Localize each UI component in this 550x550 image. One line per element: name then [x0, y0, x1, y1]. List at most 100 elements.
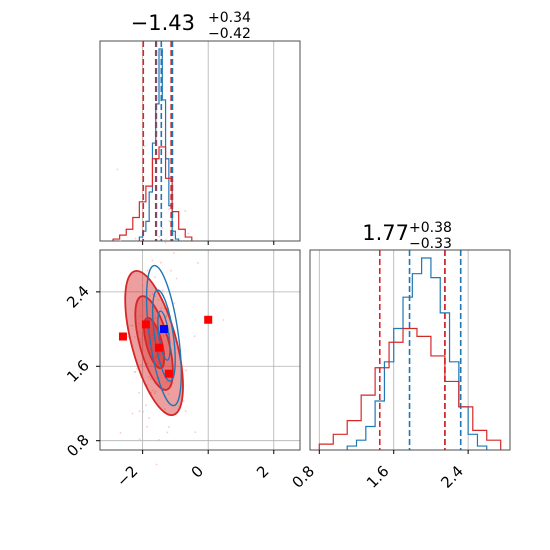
bl-scatter-dot	[146, 269, 149, 272]
bl-red-marker-1	[141, 320, 150, 329]
bl-scatter-dot	[154, 276, 156, 279]
bl-scatter-dot	[151, 293, 154, 296]
bl-scatter-dot	[153, 317, 156, 319]
bl-scatter-dot	[154, 295, 157, 297]
bl-blue-contour-inner	[157, 310, 171, 361]
bl-scatter-dot	[138, 438, 141, 441]
bl-scatter-dot	[194, 431, 197, 434]
bl-scatter-dot	[170, 269, 172, 272]
bl-scatter-dot	[162, 334, 165, 337]
bl-scatter-dot	[138, 391, 140, 394]
bl-scatter-dot	[168, 208, 170, 211]
bl-scatter-dot	[167, 392, 170, 395]
bl-red-marker-3	[164, 369, 173, 378]
bl-scatter-dot	[168, 220, 171, 223]
bl-scatter-dot	[175, 277, 178, 280]
bl-scatter-dot	[116, 168, 119, 171]
bottom-right-title-median: 1.77	[362, 221, 409, 245]
bl-scatter-dot	[158, 235, 161, 238]
bl-scatter-dot	[149, 295, 151, 297]
bl-scatter-dot	[166, 431, 169, 434]
bl-scatter-dot	[197, 261, 199, 264]
bl-scatter-dot	[165, 315, 168, 318]
bl-scatter-dot	[155, 463, 158, 466]
br-series-0-hist-step	[346, 257, 488, 450]
bl-scatter-dot	[143, 145, 146, 147]
bl-blue-marker-0	[159, 325, 168, 334]
top-left-title: −1.43 +0.34 −0.42	[131, 10, 251, 42]
bl-scatter-dot	[138, 322, 141, 325]
bl-scatter-dot	[165, 314, 168, 317]
top-left-title-plus: +0.34	[208, 10, 251, 26]
bl-scatter-dot	[164, 407, 167, 410]
bl-scatter-dot	[184, 410, 187, 413]
bl-scatter-dot	[151, 259, 154, 262]
bl-scatter-dot	[127, 335, 130, 338]
bottom-right-title-plus: +0.38	[409, 220, 452, 236]
bl-scatter-dot	[136, 368, 139, 370]
bl-scatter-dot	[161, 289, 164, 292]
bl-blue-contour-outer	[145, 264, 182, 407]
bl-scatter-dot	[193, 335, 196, 338]
bottom-right-title: 1.77 +0.38 −0.33	[362, 220, 452, 252]
tl-frame	[99, 40, 301, 242]
bl-scatter-dot	[132, 324, 135, 327]
bl-scatter-dot	[160, 261, 162, 264]
bl-scatter-dot	[139, 338, 142, 341]
bl-scatter-dot	[146, 425, 148, 428]
bl-xtick-label-0: −2	[113, 462, 141, 490]
bl-red-marker-2	[155, 343, 164, 352]
top-left-histogram-panel	[99, 40, 301, 245]
bl-scatter-dot	[134, 336, 136, 339]
br-xtick-label-2: 2.4	[437, 462, 467, 492]
br-xtick-label-0: 0.8	[289, 462, 319, 492]
bl-scatter-dot	[184, 210, 187, 212]
bl-xtick-label-1: 0	[188, 462, 207, 481]
bl-scatter-dot	[157, 298, 160, 301]
bl-scatter-dot	[164, 241, 167, 244]
bl-scatter-dot	[153, 392, 156, 395]
bl-scatter-dot	[145, 404, 147, 407]
bl-ytick-label-0: 0.8	[63, 431, 93, 461]
bl-scatter-dot	[149, 364, 152, 367]
bl-scatter-dot	[130, 324, 133, 327]
bottom-right-title-minus: −0.33	[409, 236, 452, 252]
bl-scatter-dot	[147, 376, 150, 378]
br-series-1-hist-step	[318, 327, 502, 450]
bl-scatter-dot	[141, 331, 143, 334]
bl-scatter-dot	[141, 284, 144, 287]
br-xtick-label-1: 1.6	[363, 462, 393, 492]
bl-scatter-dot	[150, 391, 153, 394]
bottom-right-histogram-panel: 0.8 1.6 2.4	[289, 249, 511, 492]
bl-scatter-dot	[173, 252, 175, 254]
bl-scatter-dot	[149, 378, 152, 381]
bl-scatter-dot	[164, 239, 167, 241]
bl-scatter-dot	[140, 363, 143, 366]
bl-scatter-dot	[158, 438, 160, 441]
bl-scatter-dot	[139, 314, 142, 317]
bl-scatter-dot	[173, 302, 176, 304]
bl-red-marker-0	[118, 332, 127, 341]
bl-scatter-dot	[119, 240, 122, 243]
bl-scatter-dot	[168, 426, 170, 428]
bl-scatter-dot	[119, 431, 122, 434]
bl-red-marker-4	[204, 315, 213, 324]
bl-scatter-dot	[160, 307, 163, 310]
bl-scatter-dot	[138, 410, 141, 413]
bl-scatter-dot	[142, 410, 145, 413]
top-left-title-median: −1.43	[131, 11, 195, 35]
bl-scatter-dot	[152, 389, 154, 392]
top-left-title-minus: −0.42	[208, 26, 251, 42]
bl-scatter-dot	[173, 232, 176, 235]
bl-scatter-dot	[131, 412, 134, 415]
bl-scatter-dot	[146, 362, 149, 364]
bl-scatter-dot	[222, 319, 225, 321]
bl-ytick-label-1: 1.6	[63, 356, 93, 386]
bl-scatter-dot	[161, 227, 164, 229]
bl-blue-contour-mid	[151, 289, 176, 382]
tl-series-1-hist-step	[112, 146, 193, 241]
bl-xtick-label-2: 2	[253, 462, 272, 481]
bl-frame	[99, 249, 301, 451]
bl-scatter-dot	[148, 417, 150, 420]
